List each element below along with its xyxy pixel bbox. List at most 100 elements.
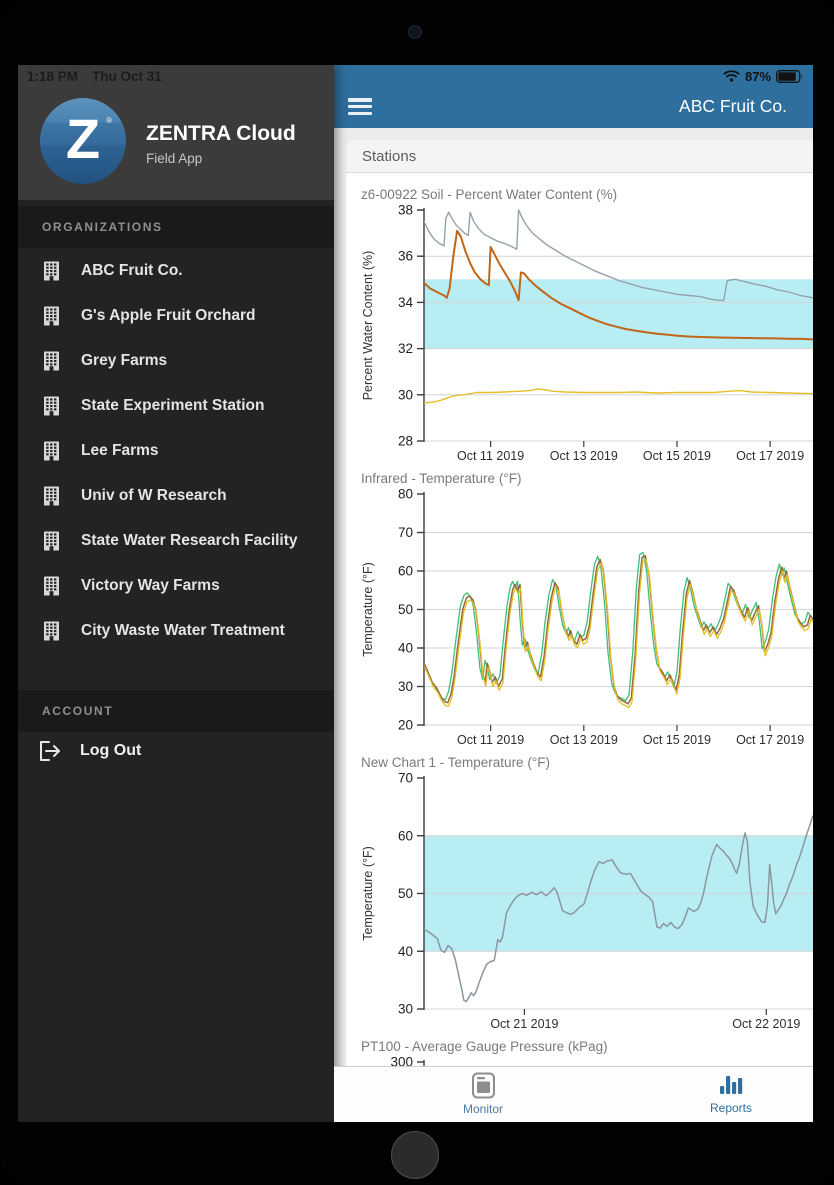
organization-label: Victory Way Farms	[81, 576, 220, 594]
svg-text:40: 40	[398, 944, 413, 959]
sidebar-drawer: 1:18 PM Thu Oct 31 Z ® ZENTRA Cloud Fiel…	[18, 65, 334, 1122]
tab-monitor[interactable]: Monitor	[428, 1072, 538, 1116]
sidebar-item-organization[interactable]: State Experiment Station	[18, 383, 334, 428]
svg-text:20: 20	[398, 718, 413, 733]
svg-text:32: 32	[398, 341, 413, 356]
registered-mark-icon: ®	[106, 116, 112, 125]
building-icon	[44, 486, 59, 505]
sidebar-item-organization[interactable]: G's Apple Fruit Orchard	[18, 293, 334, 338]
organization-label: State Experiment Station	[81, 396, 265, 414]
organization-label: G's Apple Fruit Orchard	[81, 306, 256, 324]
tab-reports-label: Reports	[709, 1101, 753, 1115]
svg-text:38: 38	[398, 205, 413, 218]
stations-panel-header: Stations	[346, 140, 813, 173]
svg-text:34: 34	[398, 295, 414, 310]
building-icon	[44, 351, 59, 370]
app-header: 87% ABC Fruit Co.	[334, 65, 813, 128]
svg-text:Oct 11 2019: Oct 11 2019	[457, 449, 524, 463]
svg-text:40: 40	[398, 641, 413, 656]
home-button[interactable]	[391, 1131, 439, 1179]
tab-reports[interactable]: Reports	[676, 1072, 786, 1115]
building-icon	[44, 441, 59, 460]
account-section-label: ACCOUNT	[42, 704, 114, 718]
sidebar-item-organization[interactable]: Lee Farms	[18, 428, 334, 473]
svg-text:60: 60	[398, 828, 413, 843]
charts-list: z6-00922 Soil - Percent Water Content (%…	[346, 173, 813, 1097]
svg-text:Oct 15 2019: Oct 15 2019	[643, 733, 711, 747]
front-camera	[408, 25, 422, 39]
chart-title: PT100 - Average Gauge Pressure (kPag)	[361, 1039, 608, 1054]
app-title: ZENTRA Cloud	[146, 122, 296, 145]
organizations-list: ABC Fruit Co. G's Apple Fruit Orchard Grey…	[18, 248, 334, 653]
svg-text:36: 36	[398, 249, 413, 264]
building-icon	[44, 396, 59, 415]
zentra-logo: Z ®	[40, 98, 126, 184]
status-bar-right: 87%	[723, 68, 803, 84]
svg-text:80: 80	[398, 489, 413, 502]
menu-hamburger-button[interactable]	[348, 98, 372, 115]
svg-text:60: 60	[398, 564, 413, 579]
organization-label: Univ of W Research	[81, 486, 227, 504]
svg-text:50: 50	[398, 886, 413, 901]
organization-label: Grey Farms	[81, 351, 168, 369]
sidebar-item-organization[interactable]: State Water Research Facility	[18, 518, 334, 563]
chart-title: Infrared - Temperature (°F)	[361, 471, 522, 486]
chart-block[interactable]: New Chart 1 - Temperature (°F) 30 40 50 60 70…	[346, 755, 813, 1031]
svg-text:Oct 13 2019: Oct 13 2019	[550, 733, 618, 747]
sidebar-item-organization[interactable]: ABC Fruit Co.	[18, 248, 334, 293]
svg-text:Oct 21 2019: Oct 21 2019	[490, 1017, 558, 1031]
svg-text:30: 30	[398, 1002, 413, 1017]
sidebar-item-organization[interactable]: Univ of W Research	[18, 473, 334, 518]
svg-text:70: 70	[398, 773, 413, 786]
organization-label: City Waste Water Treatment	[81, 621, 285, 639]
svg-text:Oct 15 2019: Oct 15 2019	[643, 449, 711, 463]
svg-text:30: 30	[398, 679, 413, 694]
logout-button[interactable]: Log Out	[18, 728, 334, 774]
wifi-icon	[723, 70, 740, 82]
sidebar-item-organization[interactable]: City Waste Water Treatment	[18, 608, 334, 653]
stations-panel-title: Stations	[362, 147, 417, 165]
sidebar-header: 1:18 PM Thu Oct 31 Z ® ZENTRA Cloud Fiel…	[18, 65, 334, 200]
organization-label: ABC Fruit Co.	[81, 261, 183, 279]
device-icon	[471, 1072, 495, 1099]
logout-label: Log Out	[80, 742, 142, 759]
status-time: 1:18 PM	[27, 68, 79, 84]
sidebar-item-organization[interactable]: Grey Farms	[18, 338, 334, 383]
svg-text:Oct 13 2019: Oct 13 2019	[550, 449, 618, 463]
chart-block[interactable]: z6-00922 Soil - Percent Water Content (%…	[346, 187, 813, 463]
organization-label: State Water Research Facility	[81, 531, 298, 549]
page-title: ABC Fruit Co.	[679, 96, 787, 116]
svg-text:30: 30	[398, 387, 413, 402]
account-section-header: ACCOUNT	[18, 690, 334, 732]
battery-icon	[776, 69, 802, 83]
svg-text:Temperature (°F): Temperature (°F)	[361, 562, 375, 657]
logo-letter: Z	[65, 107, 101, 170]
building-icon	[44, 306, 59, 325]
bottom-tab-bar: Monitor Reports	[334, 1066, 813, 1122]
svg-text:Oct 17 2019: Oct 17 2019	[736, 733, 804, 747]
app-subtitle: Field App	[146, 151, 203, 166]
building-icon	[44, 531, 59, 550]
chart-plot: 28 30 32 34 36 38 Oct 11 2019 Oct 13 2019 Oct 15…	[361, 205, 813, 463]
organization-label: Lee Farms	[81, 441, 159, 459]
logout-icon	[40, 741, 60, 761]
main-content: 87% ABC Fruit Co. Stations z6-00922 Soil…	[334, 65, 813, 1122]
chart-plot: 30 40 50 60 70 Oct 21 2019 Oct 22 2019 Temperat…	[361, 773, 813, 1031]
svg-text:Percent Water Content (%): Percent Water Content (%)	[361, 251, 375, 401]
building-icon	[44, 261, 59, 280]
svg-text:Oct 17 2019: Oct 17 2019	[736, 449, 804, 463]
building-icon	[44, 621, 59, 640]
building-icon	[44, 576, 59, 595]
svg-text:70: 70	[398, 525, 413, 540]
svg-text:50: 50	[398, 602, 413, 617]
battery-percent: 87%	[744, 68, 771, 84]
organizations-section-header: ORGANIZATIONS	[18, 206, 334, 248]
svg-text:28: 28	[398, 434, 413, 449]
screen: 1:18 PM Thu Oct 31 Z ® ZENTRA Cloud Fiel…	[18, 65, 813, 1122]
svg-text:Oct 11 2019: Oct 11 2019	[457, 733, 524, 747]
status-date: Thu Oct 31	[92, 68, 162, 84]
svg-text:Temperature (°F): Temperature (°F)	[361, 846, 375, 941]
sidebar-item-organization[interactable]: Victory Way Farms	[18, 563, 334, 608]
chart-block[interactable]: Infrared - Temperature (°F) 20 30 40 50 60 70 8…	[346, 471, 813, 747]
